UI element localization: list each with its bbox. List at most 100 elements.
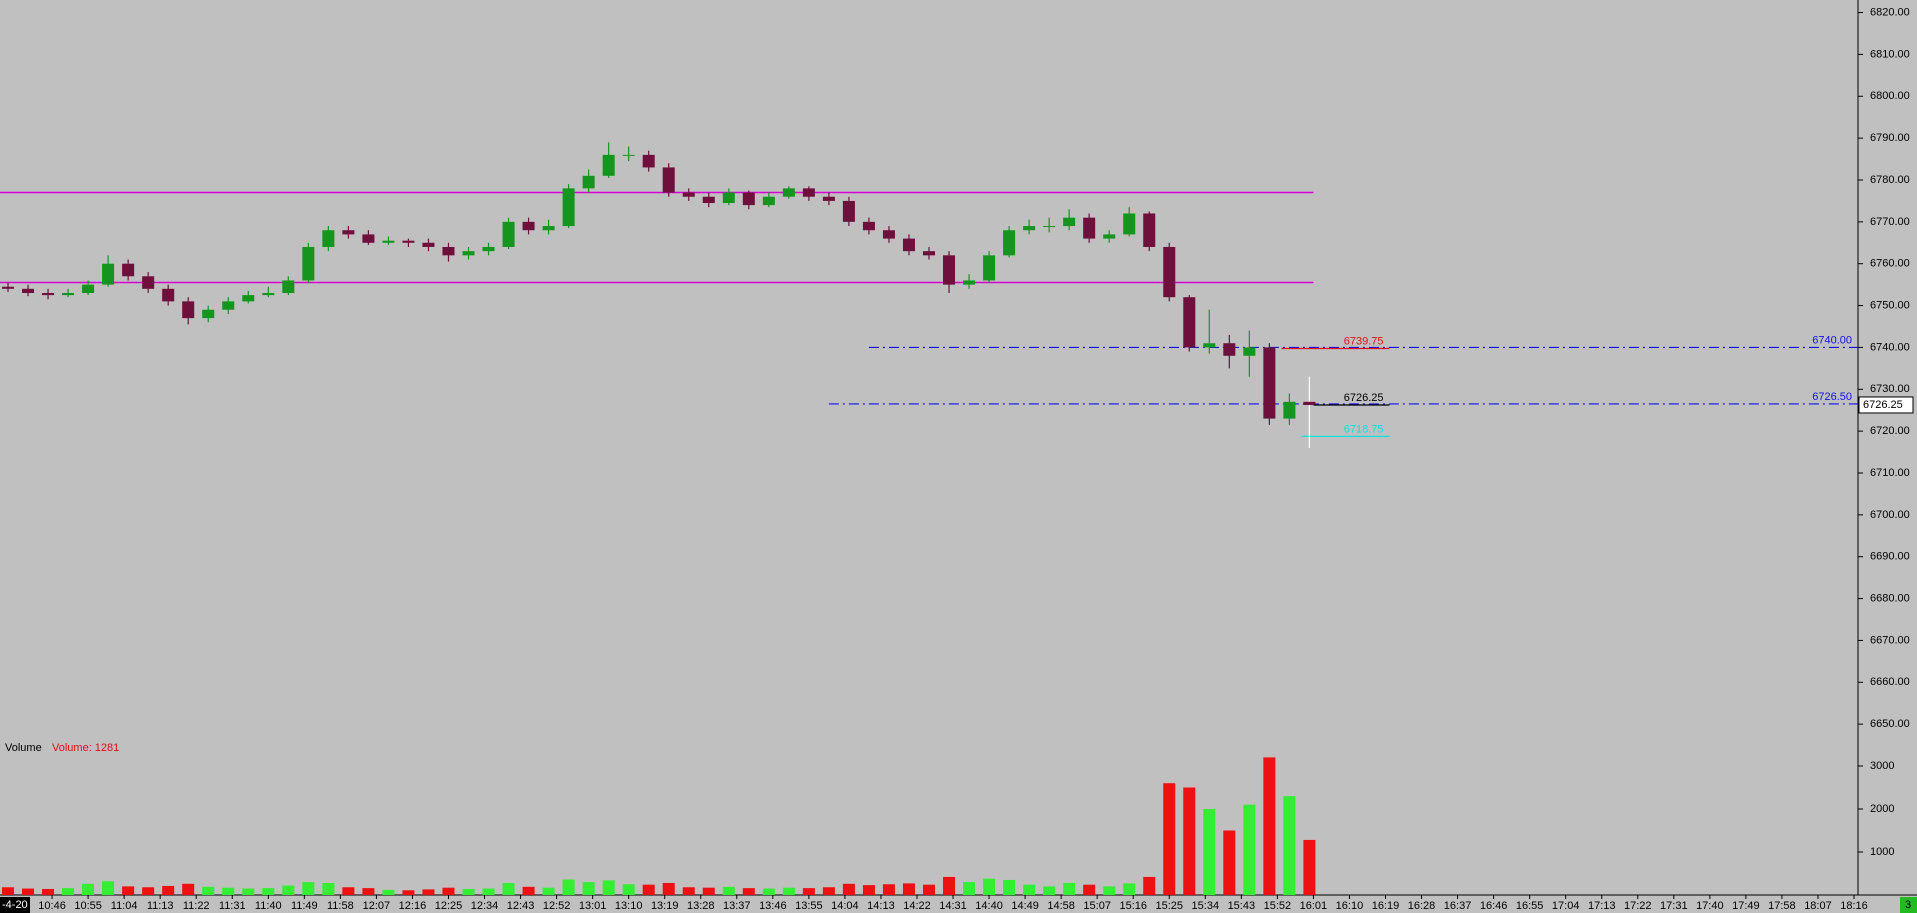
candle-body <box>182 301 195 319</box>
x-tick-label: 18:16 <box>1840 900 1868 912</box>
level-label: 6740.00 <box>1812 334 1852 346</box>
candle-body <box>442 246 455 256</box>
volume-bar <box>1183 787 1196 895</box>
x-tick-label: 12:07 <box>363 900 391 912</box>
x-tick-label: 14:58 <box>1047 900 1075 912</box>
y-tick-label: 6750.00 <box>1870 299 1910 311</box>
candle-body <box>102 263 115 285</box>
x-tick-label: 16:55 <box>1516 900 1544 912</box>
candle-body <box>202 309 215 319</box>
session-date: -4-20 <box>2 899 28 911</box>
volume-bar <box>422 889 435 895</box>
level-label: 6726.25 <box>1344 392 1384 404</box>
volume-bar <box>822 887 835 895</box>
y-tick-label: 6740.00 <box>1870 341 1910 353</box>
candle-body <box>682 192 695 197</box>
volume-bar <box>1043 886 1056 895</box>
x-tick-label: 11:49 <box>291 900 318 912</box>
volume-bar <box>262 888 275 895</box>
volume-readout: Volume: 1281 <box>52 742 119 754</box>
candle-body <box>963 280 976 285</box>
volume-bar <box>202 886 215 895</box>
x-tick-label: 12:34 <box>471 900 499 912</box>
y-tick-label: 6720.00 <box>1870 425 1910 437</box>
candle-body <box>722 192 735 204</box>
volume-bar <box>1123 883 1136 895</box>
candle-body <box>462 251 475 256</box>
volume-bar <box>242 888 255 895</box>
volume-bar <box>1223 830 1236 895</box>
y-tick-label: 6730.00 <box>1870 383 1910 395</box>
y-tick-label: 6690.00 <box>1870 551 1910 563</box>
volume-bar <box>1283 796 1296 895</box>
x-tick-label: 17:58 <box>1768 900 1796 912</box>
candle-body <box>662 167 675 193</box>
volume-bar <box>862 885 875 895</box>
y-tick-label: 6660.00 <box>1870 676 1910 688</box>
volume-bar <box>722 886 735 895</box>
x-tick-label: 14:49 <box>1011 900 1039 912</box>
candle-body <box>382 240 395 243</box>
volume-bar <box>222 887 235 895</box>
candle-body <box>642 154 655 168</box>
y-tick-label: 6800.00 <box>1870 90 1910 102</box>
volume-bar <box>62 888 75 895</box>
volume-bar <box>302 882 315 895</box>
x-tick-label: 13:55 <box>795 900 823 912</box>
date-box <box>0 897 30 913</box>
x-tick-label: 17:31 <box>1660 900 1688 912</box>
candle-body <box>702 196 715 204</box>
candle-body <box>943 255 956 285</box>
candle-body <box>1103 234 1116 239</box>
volume-bar <box>1303 839 1316 895</box>
volume-bar <box>1163 783 1176 895</box>
x-tick-label: 17:22 <box>1624 900 1652 912</box>
volume-bar <box>1063 882 1076 895</box>
candle-body <box>542 226 555 231</box>
candle-body <box>1003 230 1016 256</box>
volume-bar <box>642 884 655 895</box>
candle-body <box>582 175 595 189</box>
volume-bar <box>482 888 495 895</box>
candle-body <box>502 221 515 247</box>
volume-bar <box>362 888 375 895</box>
x-tick-label: 14:04 <box>831 900 859 912</box>
volume-bar <box>442 887 455 895</box>
x-tick-label: 11:13 <box>147 900 174 912</box>
volume-bar <box>842 883 855 895</box>
volume-bar <box>102 881 115 895</box>
y2-tick-label: 2000 <box>1870 803 1894 815</box>
volume-bar <box>622 884 635 895</box>
x-tick-label: 15:07 <box>1083 900 1111 912</box>
x-tick-label: 13:01 <box>579 900 607 912</box>
y2-tick-label: 1000 <box>1870 846 1894 858</box>
volume-bar <box>742 888 755 895</box>
x-tick-label: 12:16 <box>399 900 427 912</box>
candle-body <box>622 154 635 156</box>
candle-body <box>842 200 855 222</box>
x-tick-label: 11:31 <box>219 900 246 912</box>
x-tick-label: 14:31 <box>939 900 967 912</box>
candle-body <box>482 246 495 252</box>
candle-body <box>1023 226 1036 231</box>
candle-body <box>82 284 95 294</box>
x-tick-label: 13:28 <box>687 900 715 912</box>
corner-badge: 3 <box>1905 899 1911 911</box>
x-tick-label: 10:55 <box>74 900 102 912</box>
candle-body <box>22 288 35 294</box>
volume-bar <box>902 883 915 895</box>
candle-body <box>782 188 795 197</box>
volume-bar <box>542 887 555 895</box>
x-tick-label: 17:49 <box>1732 900 1760 912</box>
candle-body <box>1183 297 1196 348</box>
x-tick-label: 16:01 <box>1300 900 1328 912</box>
candle-body <box>1223 343 1236 356</box>
volume-bar <box>502 882 515 895</box>
candle-body <box>822 196 835 201</box>
candle-body <box>122 263 135 277</box>
x-tick-label: 16:19 <box>1372 900 1400 912</box>
candle-body <box>42 293 55 296</box>
candle-body <box>342 230 355 235</box>
volume-bar <box>782 887 795 895</box>
volume-bar <box>562 879 575 895</box>
